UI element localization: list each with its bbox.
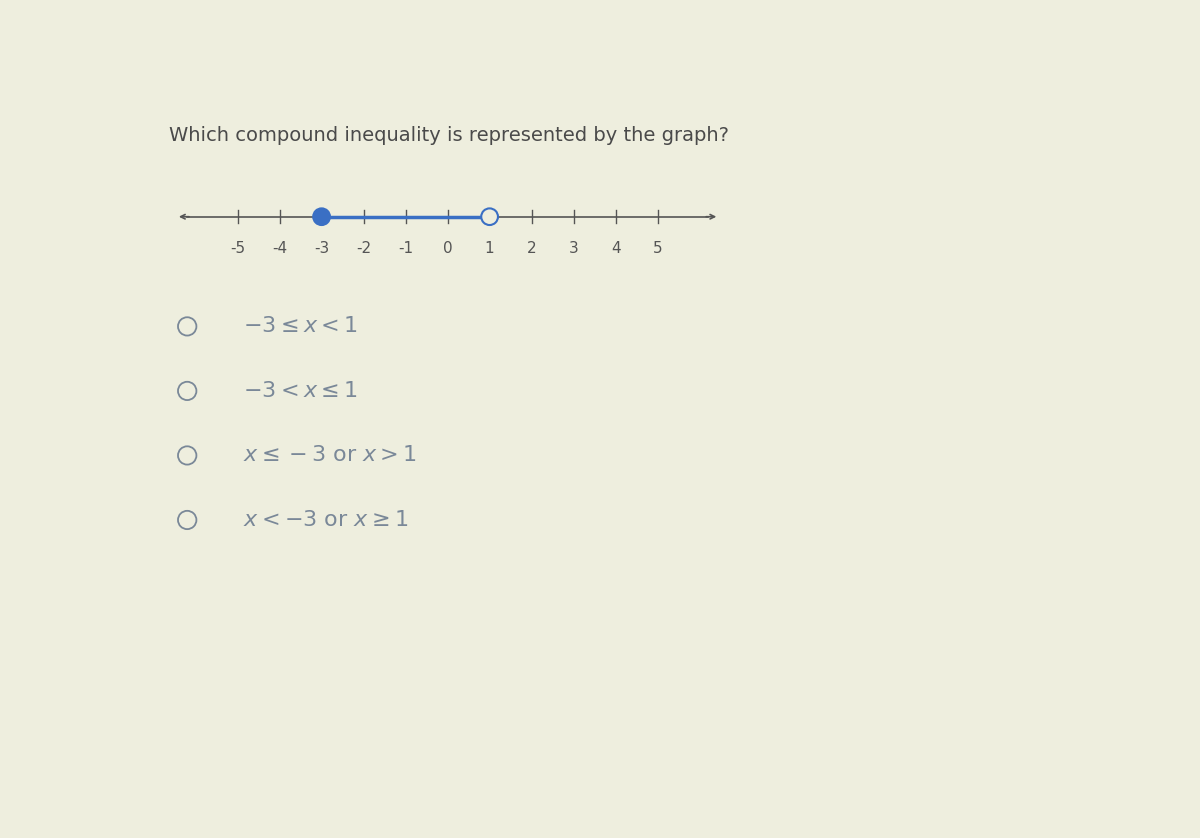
Text: 4: 4 (611, 241, 620, 256)
Text: 1: 1 (485, 241, 494, 256)
Text: $-3 < x \leq 1$: $-3 < x \leq 1$ (242, 381, 358, 401)
Text: -2: -2 (356, 241, 371, 256)
Text: -3: -3 (314, 241, 329, 256)
Text: $x \leq -3$ or $x > 1$: $x \leq -3$ or $x > 1$ (242, 446, 418, 465)
Text: -4: -4 (272, 241, 287, 256)
Text: $x < -3$ or $x \geq 1$: $x < -3$ or $x \geq 1$ (242, 510, 408, 530)
Text: 0: 0 (443, 241, 452, 256)
Text: -5: -5 (230, 241, 245, 256)
Text: $-3 \leq x < 1$: $-3 \leq x < 1$ (242, 317, 358, 336)
Text: 3: 3 (569, 241, 578, 256)
Text: Which compound inequality is represented by the graph?: Which compound inequality is represented… (168, 127, 728, 145)
Text: -1: -1 (398, 241, 413, 256)
Text: 5: 5 (653, 241, 662, 256)
Text: 2: 2 (527, 241, 536, 256)
Ellipse shape (481, 209, 498, 225)
Ellipse shape (313, 209, 330, 225)
